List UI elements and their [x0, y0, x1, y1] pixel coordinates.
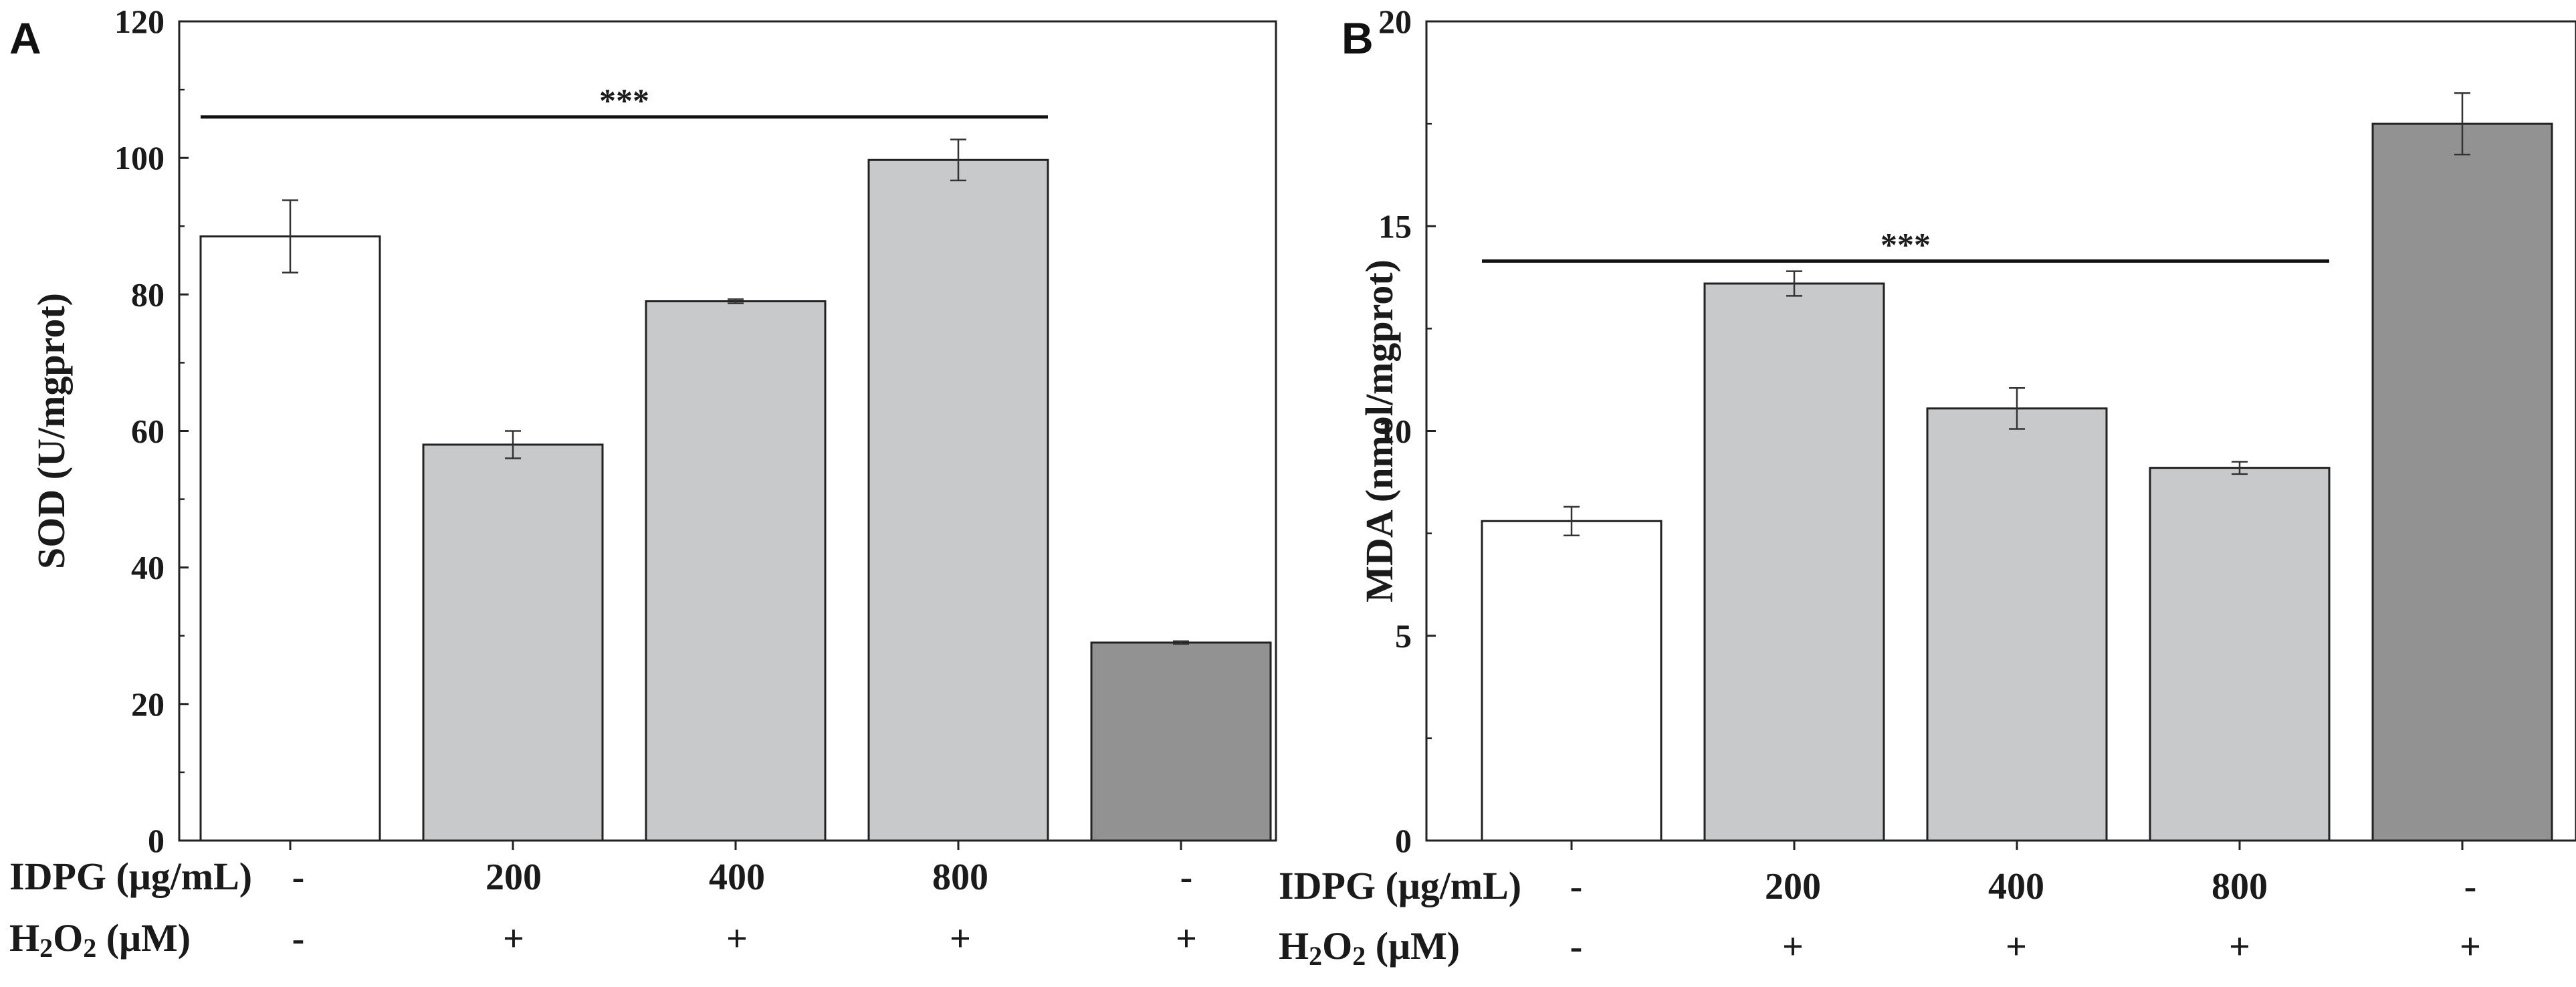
idpg-value-2: 200	[486, 857, 542, 898]
y-tick-label: 20	[1378, 3, 1412, 40]
significance-label: ***	[1881, 225, 1931, 263]
subscript: 2	[1309, 941, 1322, 971]
idpg-value-5: -	[2464, 866, 2477, 907]
h2o2-value-1: -	[1570, 926, 1583, 968]
idpg-value-4: 800	[932, 857, 988, 898]
panel-letter: B	[1341, 13, 1374, 63]
significance-label: ***	[599, 82, 649, 119]
label-part: H	[9, 916, 39, 960]
bar-3	[1926, 407, 2108, 842]
y-axis-label: SOD (U/mgprot)	[29, 293, 73, 569]
error-bar-3	[2009, 387, 2025, 430]
h2o2-row-label: H2O2 (μM)	[9, 916, 191, 963]
h2o2-value-4: +	[950, 918, 971, 960]
error-bar-4	[950, 138, 966, 182]
y-tick-label: 120	[114, 3, 165, 40]
label-part: H	[1279, 924, 1309, 968]
bar-3	[645, 300, 827, 842]
y-tick-label: 0	[1395, 822, 1412, 859]
h2o2-row-label: H2O2 (μM)	[1279, 924, 1460, 971]
idpg-row-label: IDPG (μg/mL)	[1279, 864, 1521, 907]
idpg-value-5: -	[1180, 857, 1193, 898]
idpg-value-1: -	[292, 857, 305, 898]
bar-4	[2149, 467, 2331, 842]
error-bar-5	[1173, 640, 1189, 645]
error-bar-5	[2454, 92, 2470, 156]
bar-2	[1703, 282, 1885, 842]
h2o2-value-5: +	[1176, 918, 1197, 960]
idpg-row-label: IDPG (μg/mL)	[9, 855, 252, 898]
label-part: (μM)	[96, 916, 191, 960]
y-tick-label: 5	[1395, 617, 1412, 655]
h2o2-value-3: +	[2006, 926, 2027, 968]
idpg-value-4: 800	[2212, 866, 2268, 907]
error-bar-1	[282, 199, 298, 273]
h2o2-value-4: +	[2229, 926, 2250, 968]
idpg-value-3: 400	[1988, 866, 2044, 907]
h2o2-value-5: +	[2460, 926, 2481, 968]
y-axis-label: MDA (nmol/mgprot)	[1358, 259, 1401, 602]
y-tick-label: 15	[1378, 207, 1412, 245]
h2o2-value-1: -	[292, 918, 305, 960]
subscript: 2	[1352, 941, 1366, 971]
subscript: 2	[39, 933, 53, 963]
y-tick-label: 100	[114, 139, 165, 177]
error-bar-4	[2232, 461, 2248, 475]
bar-5	[2371, 122, 2553, 842]
y-tick-label: 20	[131, 685, 165, 723]
error-bar-2	[505, 430, 521, 459]
idpg-value-3: 400	[709, 857, 765, 898]
y-tick-label: 80	[131, 276, 165, 313]
chart-panel-a: A 0 20 40 60 80 100 120 SOD (U/mgprot) *** IDPG (μ…	[9, 3, 1277, 963]
bar-1	[1481, 520, 1662, 842]
bar-5	[1090, 641, 1272, 842]
panel-letter: A	[9, 13, 41, 63]
h2o2-value-3: +	[726, 918, 748, 960]
y-tick-label: 60	[131, 413, 165, 450]
idpg-value-2: 200	[1765, 866, 1821, 907]
h2o2-value-2: +	[503, 918, 524, 960]
bar-2	[422, 443, 604, 842]
error-bar-2	[1786, 270, 1802, 297]
y-tick-label: 0	[148, 822, 165, 859]
error-bar-3	[728, 298, 744, 304]
subscript: 2	[83, 933, 96, 963]
bar-1	[199, 235, 381, 842]
y-tick-label: 40	[131, 549, 165, 586]
label-part: O	[1322, 924, 1352, 968]
bar-4	[867, 158, 1049, 842]
error-bar-1	[1564, 506, 1580, 536]
y-tick-label: 10	[1378, 413, 1412, 450]
chart-panel-b: B 0 5 10 15 20 MDA (nmol/mgprot) *** IDPG (μg/mL…	[1279, 3, 2576, 971]
idpg-value-1: -	[1570, 866, 1583, 907]
label-part: (μM)	[1366, 924, 1460, 968]
label-part: O	[53, 916, 83, 960]
h2o2-value-2: +	[1782, 926, 1804, 968]
